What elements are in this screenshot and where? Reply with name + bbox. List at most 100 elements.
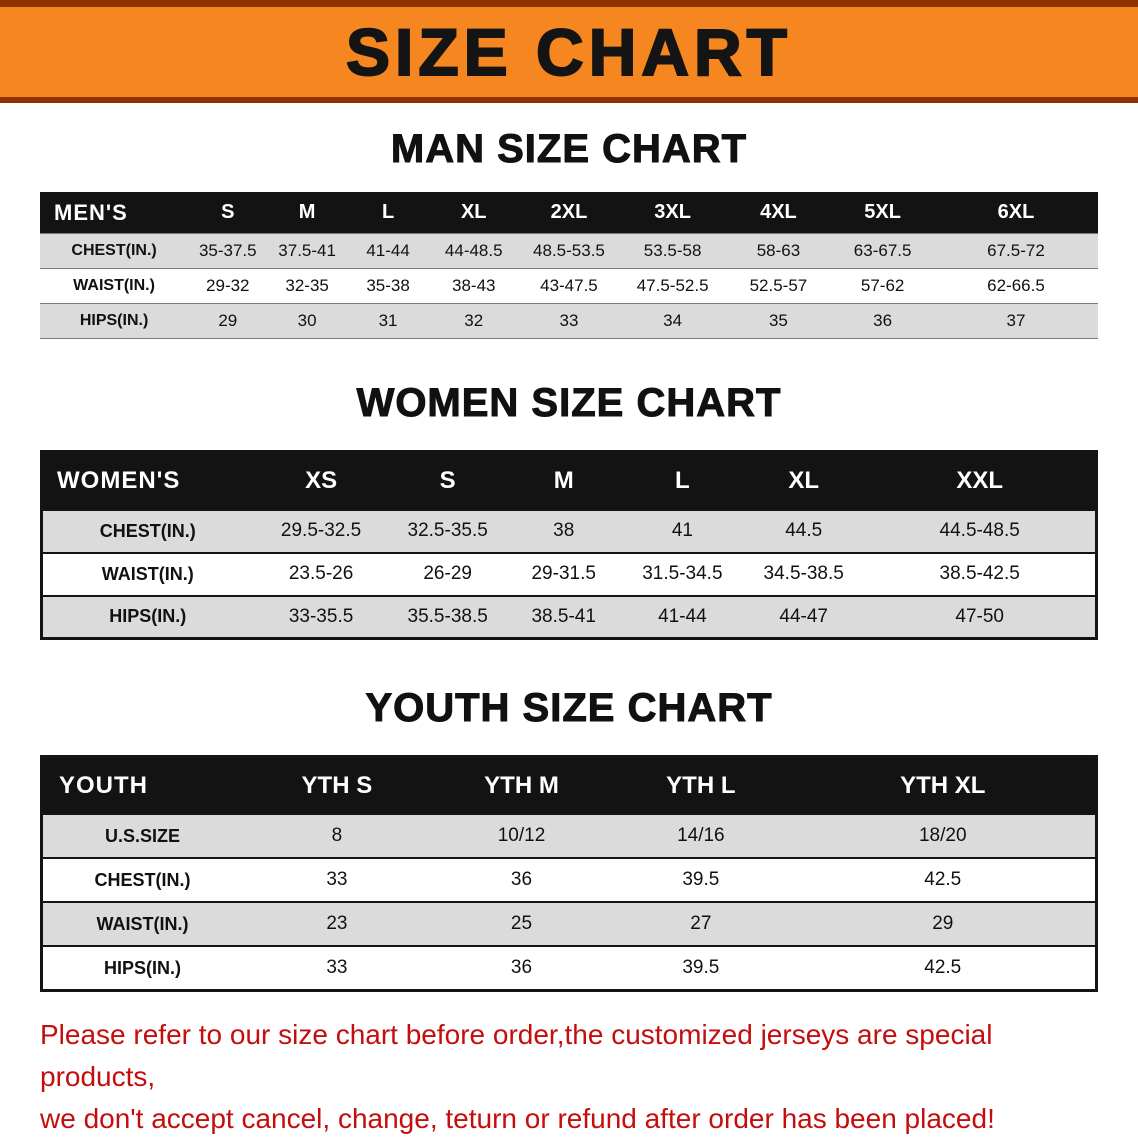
size-column-header: YTH S xyxy=(241,756,432,815)
measurement-label: CHEST(IN.) xyxy=(41,508,253,553)
womens-size-table: WOMEN'S XS S M L XL XXL CHEST(IN.) 29.5-… xyxy=(40,450,1098,641)
youth-size-chart-heading: YOUTH SIZE CHART xyxy=(365,686,773,731)
size-column-header: XXL xyxy=(864,451,1097,510)
measurement-label: WAIST(IN.) xyxy=(40,268,189,304)
size-value-cell: 41-44 xyxy=(621,594,744,639)
size-value-cell: 35-37.5 xyxy=(188,233,268,269)
size-value-cell: 29-32 xyxy=(188,268,268,304)
size-value-cell: 35-38 xyxy=(346,268,430,304)
size-column-header: YTH XL xyxy=(790,756,1097,815)
size-column-header: 4XL xyxy=(725,191,832,234)
size-value-cell: 44.5-48.5 xyxy=(864,508,1097,553)
measurement-row: WAIST(IN.) 23.5-26 26-29 29-31.5 31.5-34… xyxy=(41,551,1097,596)
women-size-chart-heading: WOMEN SIZE CHART xyxy=(356,381,782,426)
measurement-label: WAIST(IN.) xyxy=(41,551,253,596)
size-value-cell: 52.5-57 xyxy=(725,268,832,304)
size-column-header: S xyxy=(389,451,506,510)
size-value-cell: 38-43 xyxy=(429,268,519,304)
size-value-cell: 44-47 xyxy=(743,594,865,639)
size-value-cell: 31 xyxy=(346,303,430,339)
size-value-cell: 42.5 xyxy=(790,945,1097,991)
women-size-section: WOMEN SIZE CHART WOMEN'S XS S M L XL XXL… xyxy=(0,381,1138,641)
size-column-header: XS xyxy=(252,451,390,510)
size-value-cell: 34 xyxy=(619,303,726,339)
footer-note: Please refer to our size chart before or… xyxy=(40,1014,1108,1140)
footer-line: Please refer to our size chart before or… xyxy=(40,1018,993,1092)
size-value-cell: 14/16 xyxy=(611,813,791,859)
size-value-cell: 37 xyxy=(933,303,1098,339)
header-row: YOUTH YTH S YTH M YTH L YTH XL xyxy=(41,756,1097,815)
size-column-header: M xyxy=(267,191,347,234)
size-value-cell: 36 xyxy=(831,303,934,339)
size-value-cell: 41-44 xyxy=(346,233,430,269)
size-value-cell: 48.5-53.5 xyxy=(518,233,620,269)
size-value-cell: 29 xyxy=(790,901,1097,947)
size-value-cell: 35 xyxy=(725,303,832,339)
size-value-cell: 32 xyxy=(429,303,519,339)
size-value-cell: 62-66.5 xyxy=(933,268,1098,304)
size-value-cell: 35.5-38.5 xyxy=(389,594,506,639)
size-value-cell: 53.5-58 xyxy=(619,233,726,269)
size-value-cell: 42.5 xyxy=(790,857,1097,903)
size-column-header: XL xyxy=(429,191,519,234)
size-value-cell: 38.5-42.5 xyxy=(864,551,1097,596)
size-column-header: S xyxy=(188,191,268,234)
size-column-header: 3XL xyxy=(619,191,726,234)
table-corner-label: WOMEN'S xyxy=(41,451,253,510)
size-column-header: 2XL xyxy=(518,191,620,234)
size-value-cell: 58-63 xyxy=(725,233,832,269)
banner-title: SIZE CHART xyxy=(345,15,792,89)
measurement-row: WAIST(IN.) 23 25 27 29 xyxy=(41,901,1097,947)
size-value-cell: 38.5-41 xyxy=(505,594,622,639)
size-value-cell: 36 xyxy=(431,857,612,903)
size-value-cell: 41 xyxy=(621,508,744,553)
size-column-header: L xyxy=(621,451,744,510)
size-value-cell: 36 xyxy=(431,945,612,991)
size-column-header: XL xyxy=(743,451,865,510)
measurement-label: WAIST(IN.) xyxy=(41,901,242,947)
size-value-cell: 23 xyxy=(241,901,432,947)
size-value-cell: 23.5-26 xyxy=(252,551,390,596)
size-value-cell: 10/12 xyxy=(431,813,612,859)
size-value-cell: 47.5-52.5 xyxy=(619,268,726,304)
footer-line: we don't accept cancel, change, teturn o… xyxy=(40,1102,995,1134)
size-value-cell: 26-29 xyxy=(389,551,506,596)
table-corner-label: YOUTH xyxy=(41,756,242,815)
man-size-section: MAN SIZE CHART MEN'S S M L XL 2XL 3XL 4X… xyxy=(0,127,1138,340)
size-value-cell: 32-35 xyxy=(267,268,347,304)
size-value-cell: 31.5-34.5 xyxy=(621,551,744,596)
size-value-cell: 44.5 xyxy=(743,508,865,553)
size-value-cell: 67.5-72 xyxy=(933,233,1098,269)
measurement-row: CHEST(IN.) 33 36 39.5 42.5 xyxy=(41,857,1097,903)
size-column-header: YTH M xyxy=(431,756,612,815)
size-value-cell: 32.5-35.5 xyxy=(389,508,506,553)
measurement-label: CHEST(IN.) xyxy=(40,233,189,269)
size-value-cell: 39.5 xyxy=(611,945,791,991)
size-value-cell: 25 xyxy=(431,901,612,947)
size-column-header: 5XL xyxy=(831,191,934,234)
size-column-header: L xyxy=(346,191,430,234)
measurement-row: HIPS(IN.) 33 36 39.5 42.5 xyxy=(41,945,1097,991)
youth-size-section: YOUTH SIZE CHART YOUTH YTH S YTH M YTH L… xyxy=(0,686,1138,992)
size-value-cell: 43-47.5 xyxy=(518,268,620,304)
size-value-cell: 63-67.5 xyxy=(831,233,934,269)
youth-size-table: YOUTH YTH S YTH M YTH L YTH XL U.S.SIZE … xyxy=(40,754,1098,992)
measurement-label: U.S.SIZE xyxy=(41,813,242,859)
size-value-cell: 57-62 xyxy=(831,268,934,304)
measurement-label: HIPS(IN.) xyxy=(41,594,253,639)
header-row: WOMEN'S XS S M L XL XXL xyxy=(41,451,1097,510)
size-value-cell: 29 xyxy=(188,303,268,339)
measurement-row: CHEST(IN.) 29.5-32.5 32.5-35.5 38 41 44.… xyxy=(41,508,1097,553)
size-column-header: YTH L xyxy=(611,756,791,815)
mens-size-table: MEN'S S M L XL 2XL 3XL 4XL 5XL 6XL CHEST… xyxy=(40,191,1098,340)
size-value-cell: 33 xyxy=(241,857,432,903)
size-column-header: 6XL xyxy=(933,191,1098,234)
measurement-label: CHEST(IN.) xyxy=(41,857,242,903)
man-size-chart-heading: MAN SIZE CHART xyxy=(390,127,748,172)
table-corner-label: MEN'S xyxy=(40,191,189,234)
size-value-cell: 34.5-38.5 xyxy=(743,551,865,596)
size-value-cell: 33 xyxy=(518,303,620,339)
size-value-cell: 27 xyxy=(611,901,791,947)
size-chart-banner: SIZE CHART xyxy=(0,0,1138,103)
measurement-row: WAIST(IN.) 29-32 32-35 35-38 38-43 43-47… xyxy=(40,268,1098,304)
